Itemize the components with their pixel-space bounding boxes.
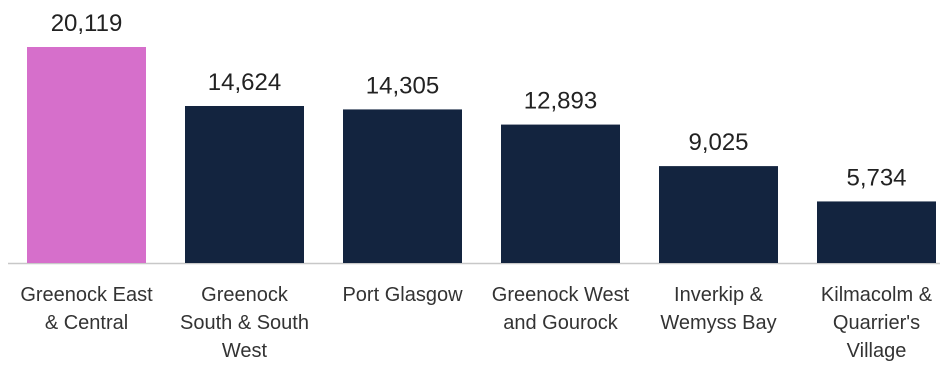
category-label-line: Kilmacolm &: [821, 284, 933, 306]
category-label-5: Inverkip & Wemyss Bay: [660, 284, 776, 334]
bar-value-label-4: 12,893: [524, 88, 597, 115]
category-label-line: Wemyss Bay: [660, 312, 776, 334]
bar-value-label-1: 20,119: [51, 10, 123, 37]
category-label-line: and Gourock: [503, 312, 619, 334]
category-label-line: & Central: [45, 312, 128, 334]
bar-value-label-5: 9,025: [688, 129, 748, 156]
category-label-4: Greenock West and Gourock: [492, 284, 630, 334]
category-label-line: Inverkip &: [674, 284, 764, 306]
category-label-line: West: [222, 340, 268, 362]
category-label-line: Greenock West: [492, 284, 630, 306]
category-label-line: Quarrier's: [833, 312, 920, 334]
category-label-line: Village: [847, 340, 907, 362]
category-label-2: Greenock South & South West: [180, 284, 309, 362]
bar-3: [343, 109, 462, 263]
bar-1: [27, 47, 146, 263]
category-label-line: South & South: [180, 312, 309, 334]
bar-value-label-6: 5,734: [846, 164, 906, 191]
category-label-line: Greenock East: [20, 284, 153, 306]
category-label-1: Greenock East & Central: [20, 284, 153, 334]
category-label-6: Kilmacolm & Quarrier's Village: [821, 284, 933, 362]
category-label-line: Port Glasgow: [342, 284, 463, 306]
category-label-line: Greenock: [201, 284, 289, 306]
category-label-3: Port Glasgow: [342, 284, 463, 306]
bar-value-label-2: 14,624: [208, 69, 281, 96]
bar-5: [659, 166, 778, 263]
bar-value-label-3: 14,305: [366, 72, 439, 99]
bar-2: [185, 105, 304, 263]
bar-6: [817, 201, 936, 263]
bar-4: [501, 124, 620, 264]
